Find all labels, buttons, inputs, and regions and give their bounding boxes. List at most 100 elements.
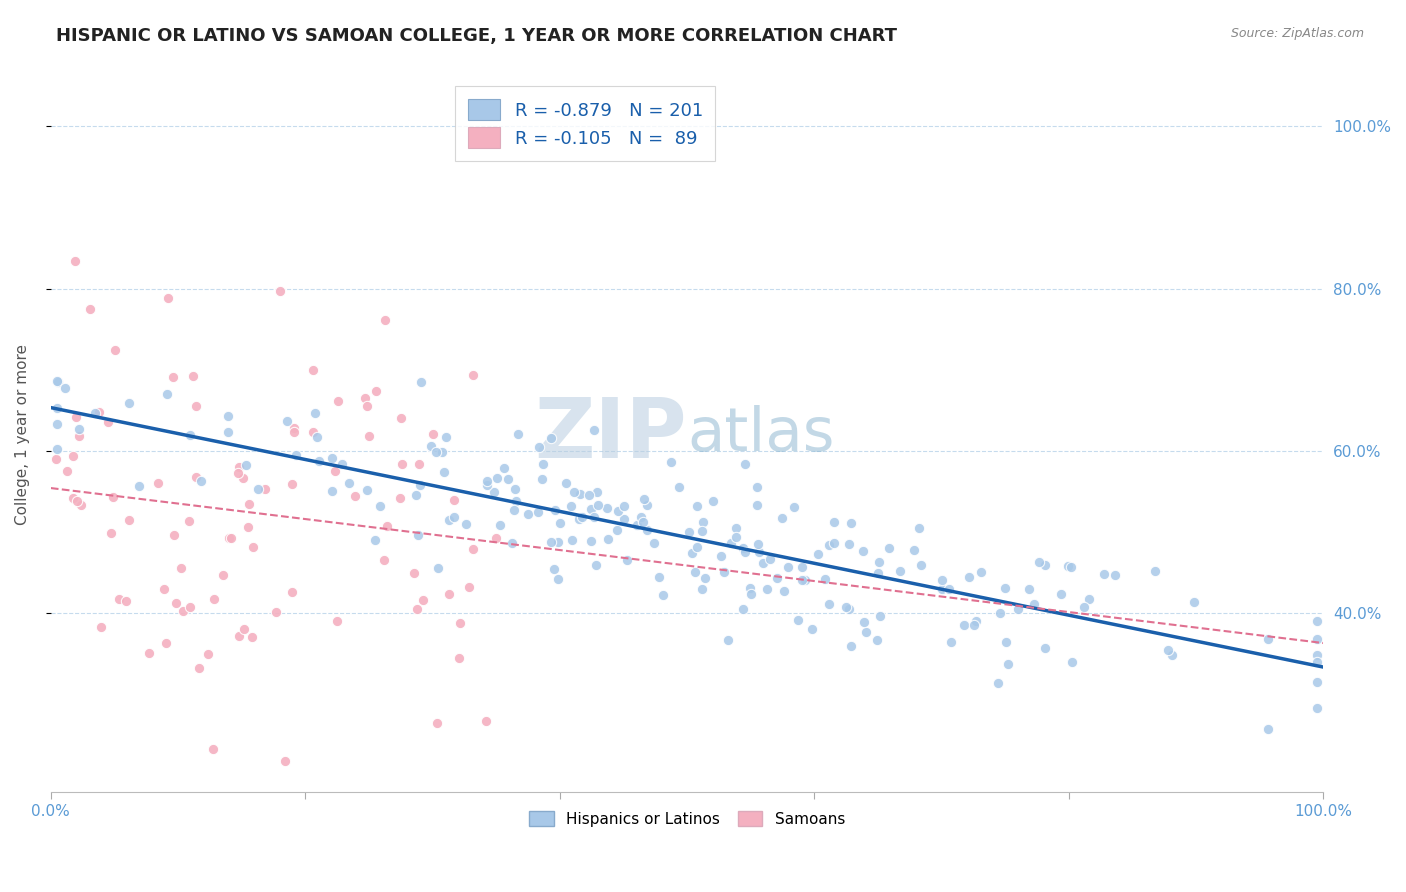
Point — [1143, 564, 1166, 578]
Point — [866, 566, 889, 580]
Point — [995, 635, 1018, 649]
Point — [449, 651, 471, 665]
Point — [217, 409, 239, 424]
Point — [997, 657, 1019, 672]
Point — [957, 570, 980, 584]
Point — [53, 381, 76, 395]
Point — [823, 535, 845, 549]
Point — [218, 531, 240, 545]
Text: ZIP: ZIP — [534, 394, 688, 475]
Point — [409, 478, 432, 492]
Point — [581, 533, 603, 548]
Point — [747, 537, 769, 551]
Point — [1104, 568, 1126, 582]
Point — [321, 450, 343, 465]
Point — [606, 504, 628, 518]
Point — [938, 582, 960, 596]
Point — [405, 488, 427, 502]
Point — [1073, 600, 1095, 615]
Point — [46, 374, 69, 388]
Point — [613, 511, 636, 525]
Point — [69, 499, 91, 513]
Point — [276, 414, 298, 428]
Point — [745, 479, 768, 493]
Point — [420, 439, 443, 453]
Point — [79, 301, 101, 316]
Point — [411, 375, 433, 389]
Point — [494, 461, 516, 475]
Point — [321, 484, 343, 499]
Point — [540, 431, 562, 445]
Point — [373, 553, 395, 567]
Point — [1033, 558, 1056, 572]
Point — [46, 442, 69, 456]
Point — [153, 582, 176, 596]
Point — [792, 560, 814, 574]
Point — [529, 440, 551, 454]
Point — [266, 605, 288, 619]
Point — [651, 588, 673, 602]
Point — [690, 582, 713, 596]
Point — [555, 475, 578, 490]
Point — [281, 585, 304, 599]
Point — [806, 547, 828, 561]
Point — [430, 445, 453, 459]
Point — [540, 535, 562, 549]
Point — [228, 459, 250, 474]
Point — [965, 614, 987, 628]
Point — [756, 582, 779, 596]
Point — [233, 622, 256, 636]
Point — [994, 581, 1017, 595]
Point — [681, 546, 703, 560]
Point — [547, 535, 569, 549]
Point — [179, 428, 201, 442]
Point — [766, 571, 789, 585]
Point — [731, 541, 754, 555]
Point — [868, 555, 890, 569]
Point — [970, 565, 993, 579]
Point — [65, 410, 87, 425]
Point — [443, 492, 465, 507]
Point — [801, 622, 824, 636]
Point — [238, 497, 260, 511]
Point — [852, 615, 875, 629]
Point — [778, 560, 800, 574]
Point — [179, 600, 201, 615]
Point — [506, 427, 529, 442]
Point — [364, 533, 387, 548]
Point — [505, 494, 527, 508]
Point — [83, 406, 105, 420]
Point — [543, 561, 565, 575]
Point — [364, 384, 387, 398]
Point — [598, 532, 620, 546]
Point — [254, 482, 277, 496]
Point — [988, 607, 1011, 621]
Point — [544, 503, 567, 517]
Point — [931, 582, 953, 597]
Point — [686, 499, 709, 513]
Point — [62, 491, 84, 505]
Point — [630, 510, 652, 524]
Point — [226, 466, 249, 480]
Point — [269, 285, 291, 299]
Point — [46, 401, 69, 416]
Point — [1306, 700, 1329, 714]
Point — [725, 530, 748, 544]
Point — [582, 423, 605, 437]
Point — [433, 465, 456, 479]
Point — [579, 501, 602, 516]
Point — [90, 619, 112, 633]
Point — [67, 422, 90, 436]
Point — [163, 528, 186, 542]
Point — [283, 425, 305, 440]
Point — [388, 491, 411, 506]
Point — [308, 454, 330, 468]
Point — [720, 535, 742, 549]
Point — [63, 254, 86, 268]
Point — [606, 523, 628, 537]
Point — [838, 602, 860, 616]
Point — [855, 625, 877, 640]
Point — [434, 430, 457, 444]
Point — [202, 592, 225, 607]
Point — [952, 617, 974, 632]
